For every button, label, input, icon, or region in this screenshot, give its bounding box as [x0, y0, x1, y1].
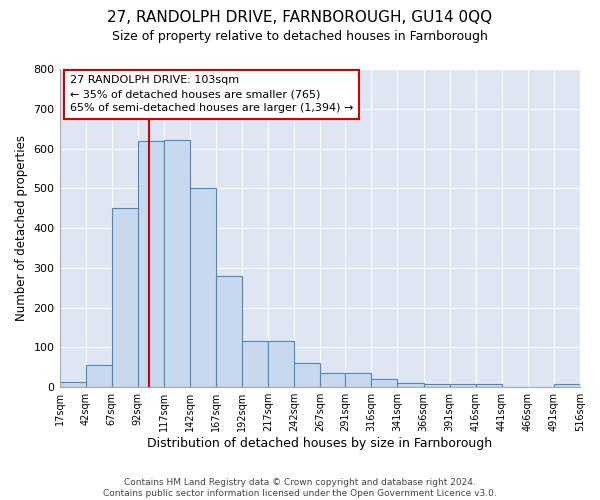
Bar: [216, 276, 242, 387]
Bar: [138, 140, 164, 387]
X-axis label: Distribution of detached houses by size in Farnborough: Distribution of detached houses by size …: [147, 437, 493, 450]
Bar: [59, 382, 86, 387]
Bar: [86, 364, 112, 387]
Bar: [320, 374, 346, 387]
Bar: [476, 384, 502, 387]
Bar: [371, 380, 397, 387]
Text: Size of property relative to detached houses in Farnborough: Size of property relative to detached ho…: [112, 30, 488, 43]
Bar: [424, 384, 449, 387]
Bar: [346, 374, 371, 387]
Bar: [112, 208, 138, 387]
Bar: [294, 362, 320, 387]
Text: 27 RANDOLPH DRIVE: 103sqm
← 35% of detached houses are smaller (765)
65% of semi: 27 RANDOLPH DRIVE: 103sqm ← 35% of detac…: [70, 76, 353, 114]
Bar: [268, 342, 294, 387]
Bar: [190, 188, 216, 387]
Bar: [554, 384, 580, 387]
Y-axis label: Number of detached properties: Number of detached properties: [15, 135, 28, 321]
Bar: [242, 342, 268, 387]
Text: 27, RANDOLPH DRIVE, FARNBOROUGH, GU14 0QQ: 27, RANDOLPH DRIVE, FARNBOROUGH, GU14 0Q…: [107, 10, 493, 25]
Bar: [397, 383, 424, 387]
Bar: [449, 384, 476, 387]
Text: Contains HM Land Registry data © Crown copyright and database right 2024.
Contai: Contains HM Land Registry data © Crown c…: [103, 478, 497, 498]
Bar: [164, 140, 190, 387]
